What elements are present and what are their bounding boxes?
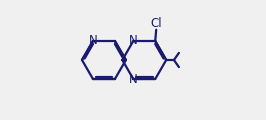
Text: Cl: Cl (150, 17, 162, 30)
Text: N: N (129, 72, 138, 86)
Text: N: N (89, 34, 97, 48)
Text: N: N (129, 34, 138, 48)
